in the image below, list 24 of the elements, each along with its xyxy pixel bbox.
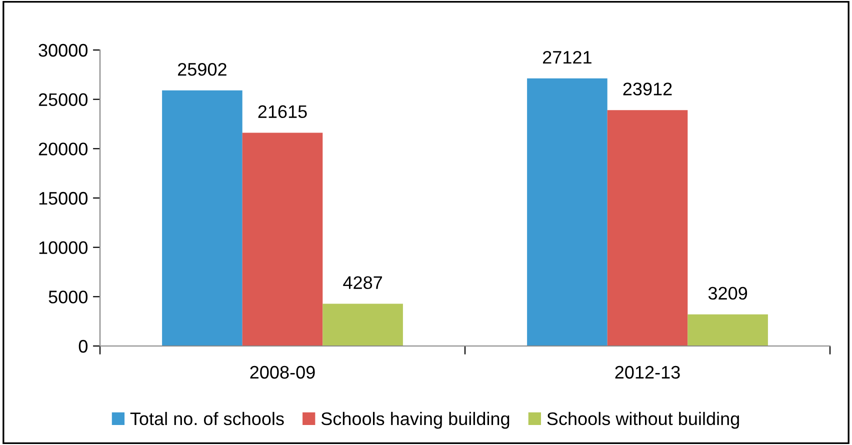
data-label: 4287 xyxy=(343,276,382,290)
x-tick-label: 2012-13 xyxy=(615,366,680,379)
bar xyxy=(527,78,608,346)
data-label: 25902 xyxy=(178,62,226,76)
bar xyxy=(242,132,323,346)
y-tick-label: 20000 xyxy=(38,142,88,156)
y-tick-label: 10000 xyxy=(39,241,88,254)
data-label: 23912 xyxy=(623,82,672,96)
data-label: 27121 xyxy=(543,50,592,64)
y-tick-label: 15000 xyxy=(39,192,88,205)
bar xyxy=(162,90,242,346)
data-label: 3209 xyxy=(708,286,748,300)
data-label: 21615 xyxy=(258,105,307,118)
x-tick-label: 2008-09 xyxy=(250,366,315,379)
legend-label: Total no. of schools xyxy=(130,412,284,426)
y-tick-label: 30000 xyxy=(38,44,88,57)
legend-label: Schools without building xyxy=(547,412,739,429)
y-tick-label: 5000 xyxy=(48,290,88,304)
y-tick-label: 25000 xyxy=(38,93,88,106)
bar xyxy=(688,314,768,346)
y-tick-label: 0 xyxy=(78,340,88,353)
bar xyxy=(607,110,688,346)
legend-label: Schools having building xyxy=(321,412,510,429)
bar xyxy=(322,304,403,346)
